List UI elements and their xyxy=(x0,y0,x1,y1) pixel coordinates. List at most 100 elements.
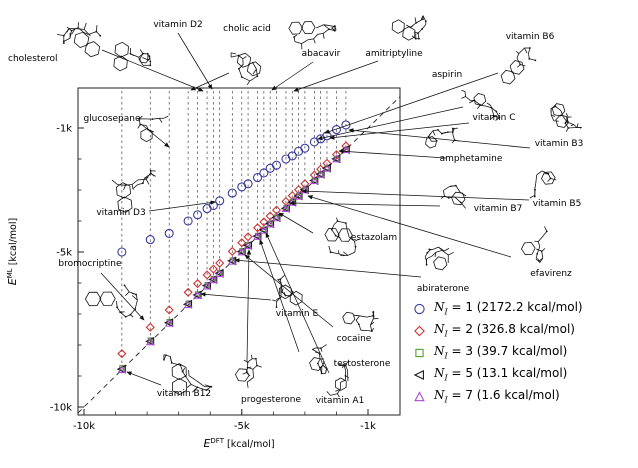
annotation-arrow-bromocriptine xyxy=(100,272,145,321)
data-point-n1-efavirenz xyxy=(300,143,310,153)
data-point-n2-vitamin-e xyxy=(193,279,203,289)
molecule-label-vitamin-b12: vitamin B12 xyxy=(157,389,211,399)
annotation-arrow-estazolam xyxy=(278,212,314,234)
molecule-sketch-vitamin-b12 xyxy=(163,354,213,396)
data-point-n1-vitamin-a1 xyxy=(259,168,269,178)
molecule-sketch-vitamin-b6 xyxy=(500,47,537,85)
molecule-sketch-vitamin-b5 xyxy=(529,170,557,199)
data-point-n2-vitamin-d3 xyxy=(215,258,225,268)
molecule-sketch-vitamin-a1 xyxy=(326,361,349,398)
data-point-n7-estazolam xyxy=(272,213,281,222)
data-point-n2-cocaine xyxy=(237,238,247,248)
annotation-arrow-progesterone xyxy=(246,249,252,362)
annotation-arrow-abiraterone xyxy=(234,258,422,278)
y-axis-title: EML [kcal/mol] xyxy=(6,218,19,285)
x-tick-label: -1k xyxy=(360,421,376,432)
molecule-label-estazolam: estazolam xyxy=(351,233,397,243)
legend-item-n5: NI = 5 (13.1 kcal/mol) xyxy=(412,366,583,383)
data-point-n2-cholic-acid xyxy=(183,287,193,297)
data-point-n7-vitamin-c xyxy=(322,163,332,172)
data-point-n7-vitamin-d3 xyxy=(215,268,225,278)
annotation-arrow-vitamin-b3 xyxy=(348,128,531,149)
data-point-n1-testosterone xyxy=(253,173,263,183)
molecule-label-bromocriptine: bromocriptine xyxy=(58,259,122,269)
legend-marker-shape xyxy=(413,369,424,381)
legend: NI = 1 (2172.2 kcal/mol) NI = 2 (326.8 kc… xyxy=(412,300,583,411)
molecule-label-aspirin: aspirin xyxy=(432,70,462,80)
molecule-label-abacavir: abacavir xyxy=(302,49,341,59)
data-point-n1-glucosepane xyxy=(164,228,174,238)
data-point-n2-vitamin-b12 xyxy=(117,349,127,359)
annotation-arrow-vitamin-b12 xyxy=(126,371,162,386)
molecule-sketch-bromocriptine xyxy=(84,284,138,318)
molecule-label-vitamin-b7: vitamin B7 xyxy=(474,204,523,214)
annotation-arrow-aspirin xyxy=(317,106,464,141)
data-point-n7-vitamin-b3 xyxy=(341,144,351,154)
molecule-label-vitamin-b3: vitamin B3 xyxy=(535,139,584,149)
molecule-sketch-glucosepane xyxy=(137,115,169,143)
data-point-n1-vitamin-d3 xyxy=(215,196,225,206)
data-point-n2-abiraterone xyxy=(227,246,237,256)
molecule-label-efavirenz: efavirenz xyxy=(530,269,572,279)
legend-label: NI = 1 (2172.2 kcal/mol) xyxy=(434,300,583,317)
data-point-n2-vitamin-c xyxy=(322,158,332,168)
annotation-arrow-vitamin-d3 xyxy=(148,200,216,212)
data-point-n7-progesterone xyxy=(243,240,253,250)
data-point-n1-progesterone xyxy=(243,179,253,189)
data-point-n2-progesterone xyxy=(243,232,253,242)
legend-label: NI = 2 (326.8 kcal/mol) xyxy=(434,322,575,339)
data-point-n1-vitamin-b12 xyxy=(117,247,127,257)
legend-label: NI = 5 (13.1 kcal/mol) xyxy=(434,366,568,383)
data-point-n7-vitamin-b7 xyxy=(281,203,291,212)
molecule-sketch-efavirenz xyxy=(521,226,548,264)
data-point-n7-vitamin-b5 xyxy=(294,191,303,200)
data-point-n7-abacavir xyxy=(265,219,275,228)
data-point-n1-estazolam xyxy=(271,160,282,170)
molecule-sketch-progesterone xyxy=(235,354,262,388)
molecule-label-vitamin-c: vitamin C xyxy=(473,113,516,123)
data-point-n2-cholesterol xyxy=(202,270,212,280)
legend-item-n2: NI = 2 (326.8 kcal/mol) xyxy=(412,322,583,339)
annotation-arrow-vitamin-a1 xyxy=(265,232,330,374)
annotation-arrow-glucosepane xyxy=(140,123,170,148)
y-tick-label: -5k xyxy=(56,248,72,259)
data-point-n7-vitamin-b12 xyxy=(117,364,127,374)
molecule-sketch-vitamin-d2 xyxy=(113,41,152,72)
data-point-n1-bromocriptine xyxy=(145,235,155,245)
data-point-n7-vitamin-d2 xyxy=(209,275,218,284)
annotation-arrow-amphetamine xyxy=(338,149,447,159)
legend-label: NI = 7 (1.6 kcal/mol) xyxy=(434,388,560,405)
molecule-sketch-amphetamine xyxy=(425,127,460,149)
molecule-label-vitamin-b6: vitamin B6 xyxy=(506,32,555,42)
x-tick-label: -10k xyxy=(73,421,95,432)
molecule-sketch-abiraterone xyxy=(424,246,454,271)
molecule-label-vitamin-d3: vitamin D3 xyxy=(96,208,145,218)
molecule-label-vitamin-e: vitamin E xyxy=(276,309,319,319)
annotation-arrow-cholesterol xyxy=(101,49,204,92)
data-point-n7-glucosepane xyxy=(164,318,174,327)
molecule-label-progesterone: progesterone xyxy=(241,395,301,405)
annotation-arrow-amitriptyline xyxy=(293,60,379,92)
data-point-n1-amitriptyline xyxy=(287,151,297,161)
legend-marker-shape xyxy=(414,391,425,402)
data-point-n1-vitamin-e xyxy=(193,210,203,220)
data-point-n7-aspirin xyxy=(310,175,319,185)
molecule-sketch-amitriptyline xyxy=(391,15,427,41)
data-point-n1-cholic-acid xyxy=(183,216,193,226)
molecule-label-vitamin-a1: vitamin A1 xyxy=(316,396,365,406)
legend-marker-shape xyxy=(414,325,425,337)
molecule-label-cholic-acid: cholic acid xyxy=(223,24,271,34)
annotation-arrow-vitamin-b6 xyxy=(324,72,499,134)
data-point-n1-vitamin-b3 xyxy=(341,120,351,130)
legend-marker-triangle-up-icon xyxy=(414,391,425,402)
data-point-n7-vitamin-e xyxy=(193,290,202,299)
annotation-arrow-testosterone xyxy=(259,239,300,353)
legend-marker-triangle-left-icon xyxy=(413,369,424,381)
annotation-arrow-vitamin-b5 xyxy=(301,188,530,201)
molecule-label-cocaine: cocaine xyxy=(337,334,372,344)
y-tick-label: -1k xyxy=(56,124,72,135)
data-point-n7-vitamin-a1 xyxy=(259,225,269,234)
data-point-n1-abiraterone xyxy=(227,188,237,198)
